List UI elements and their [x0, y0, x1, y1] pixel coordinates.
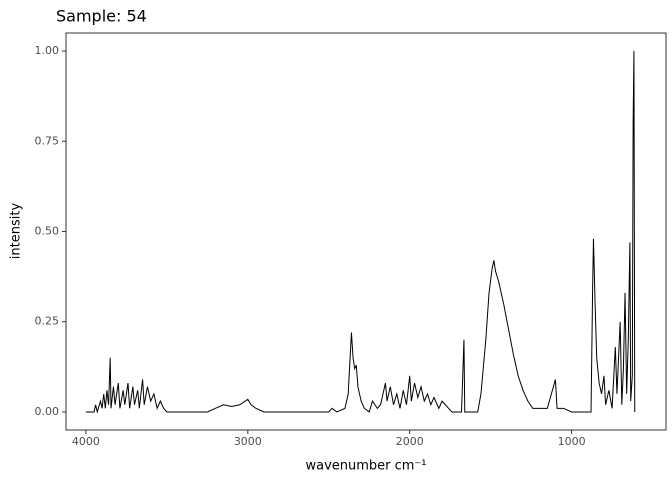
x-tick-label: 1000	[558, 435, 586, 448]
y-tick-label: 0.00	[35, 405, 60, 418]
x-tick-label: 3000	[234, 435, 262, 448]
y-tick-label: 1.00	[35, 44, 60, 57]
spectrum-line	[85, 51, 636, 414]
x-tick-label: 2000	[396, 435, 424, 448]
x-axis-label: wavenumber cm⁻¹	[305, 459, 426, 474]
y-axis-label: intensity	[9, 203, 24, 260]
x-tick-label: 4000	[72, 435, 100, 448]
y-tick-label: 0.75	[35, 134, 60, 147]
y-tick-label: 0.25	[35, 315, 60, 328]
y-tick-label: 0.50	[35, 225, 60, 238]
chart-title: Sample: 54	[56, 7, 147, 26]
